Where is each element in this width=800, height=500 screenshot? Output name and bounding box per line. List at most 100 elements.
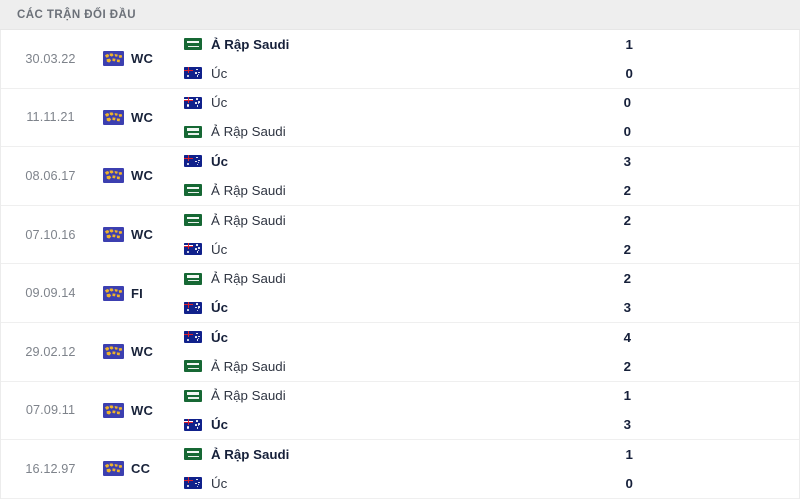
- home-score: 1: [625, 36, 633, 52]
- world-cup-icon: [103, 227, 124, 243]
- home-score-line: 1: [625, 446, 632, 462]
- away-team-line[interactable]: Úc: [184, 65, 399, 81]
- home-team-line[interactable]: Ả Rập Saudi: [184, 446, 399, 462]
- home-team-name: Ả Rập Saudi: [211, 36, 290, 52]
- competition-cell[interactable]: WC: [99, 51, 179, 67]
- flag-australia: [184, 477, 202, 490]
- teams-cell: Úc Ả Rập Saudi: [179, 153, 397, 198]
- home-score: 1: [625, 446, 633, 462]
- home-score: 1: [623, 388, 632, 404]
- home-team-line[interactable]: Úc: [184, 153, 397, 169]
- match-date: 08.06.17: [25, 168, 76, 183]
- away-score-line: 0: [625, 475, 632, 491]
- competition-label: WC: [131, 227, 154, 243]
- home-team-line[interactable]: Ả Rập Saudi: [184, 388, 397, 404]
- away-team-name: Úc: [211, 475, 228, 491]
- table-row[interactable]: 08.06.17 WC: [1, 147, 799, 206]
- away-score: 3: [623, 417, 632, 433]
- competition-cell[interactable]: WC: [99, 344, 179, 360]
- competition-cell[interactable]: FI: [99, 285, 179, 301]
- table-row[interactable]: 07.09.11 WC: [1, 381, 799, 441]
- away-score: 0: [625, 475, 633, 491]
- away-score: 2: [623, 358, 632, 374]
- teams-cell: Ả Rập Saudi Úc: [179, 446, 399, 491]
- away-team-name: Úc: [211, 241, 228, 257]
- competition-cell[interactable]: WC: [99, 109, 179, 125]
- table-row[interactable]: 09.09.14 FI: [1, 264, 799, 323]
- world-cup-icon: [103, 285, 124, 301]
- flag-saudi-arabia: [184, 38, 202, 51]
- flag-saudi-arabia: [184, 125, 202, 138]
- flag-saudi-arabia: [184, 448, 202, 461]
- competition-cell[interactable]: CC: [99, 461, 179, 477]
- flag-australia: [184, 155, 202, 168]
- home-team-name: Ả Rập Saudi: [211, 446, 290, 462]
- away-team-name: Ả Rập Saudi: [211, 358, 286, 374]
- home-score-line: 2: [624, 212, 631, 228]
- panel-header: CÁC TRẬN ĐỐI ĐẦU: [0, 0, 800, 30]
- away-score: 0: [623, 124, 632, 140]
- table-row[interactable]: 11.11.21 WC: [1, 88, 799, 148]
- home-team-line[interactable]: Ả Rập Saudi: [184, 212, 397, 228]
- world-cup-icon: [103, 402, 124, 418]
- score-cell: 1 3: [567, 388, 687, 433]
- competition-label: WC: [131, 168, 154, 184]
- flag-saudi-arabia: [184, 360, 202, 373]
- away-score-line: 0: [624, 124, 631, 140]
- world-cup-icon: [103, 461, 124, 477]
- away-team-line[interactable]: Úc: [184, 300, 397, 316]
- flag-saudi-arabia: [184, 272, 202, 285]
- away-score-line: 2: [624, 358, 631, 374]
- competition-label: WC: [131, 109, 154, 125]
- flag-australia: [184, 96, 202, 109]
- away-team-name: Úc: [211, 300, 228, 316]
- score-cell: 2 3: [567, 271, 687, 316]
- world-cup-icon: [103, 109, 124, 125]
- teams-cell: Ả Rập Saudi Úc: [179, 388, 397, 433]
- home-team-line[interactable]: Úc: [184, 95, 397, 111]
- competition-label: WC: [131, 402, 154, 418]
- table-row[interactable]: 29.02.12 WC: [1, 322, 799, 382]
- home-score: 0: [623, 95, 632, 111]
- home-score: 3: [623, 153, 632, 169]
- away-team-line[interactable]: Úc: [184, 241, 397, 257]
- home-team-line[interactable]: Úc: [184, 329, 397, 345]
- teams-cell: Ả Rập Saudi Úc: [179, 271, 397, 316]
- competition-cell[interactable]: WC: [99, 168, 179, 184]
- away-team-line[interactable]: Ả Rập Saudi: [184, 124, 397, 140]
- flag-australia: [184, 243, 202, 256]
- match-date: 11.11.21: [26, 110, 75, 125]
- world-cup-icon: [103, 51, 124, 67]
- home-score: 2: [623, 271, 632, 287]
- competition-cell[interactable]: WC: [99, 402, 179, 418]
- home-score: 2: [623, 212, 632, 228]
- competition-cell[interactable]: WC: [99, 227, 179, 243]
- table-row[interactable]: 30.03.22 WC: [1, 30, 799, 89]
- table-row[interactable]: 16.12.97 CC: [1, 440, 799, 499]
- competition-label: WC: [131, 51, 154, 67]
- away-team-line[interactable]: Úc: [184, 475, 399, 491]
- home-score-line: 3: [624, 153, 631, 169]
- home-score-line: 0: [624, 95, 631, 111]
- home-team-name: Ả Rập Saudi: [211, 388, 286, 404]
- away-score-line: 3: [624, 300, 631, 316]
- competition-label: CC: [131, 461, 151, 477]
- score-cell: 1 0: [569, 36, 689, 81]
- flag-australia: [184, 301, 202, 314]
- home-team-line[interactable]: Ả Rập Saudi: [184, 36, 399, 52]
- score-cell: 4 2: [567, 329, 687, 374]
- away-team-name: Ả Rập Saudi: [211, 124, 286, 140]
- table-row[interactable]: 07.10.16 WC: [1, 205, 799, 265]
- score-cell: 1 0: [569, 446, 689, 491]
- home-team-line[interactable]: Ả Rập Saudi: [184, 271, 397, 287]
- home-team-name: Úc: [211, 153, 228, 169]
- home-score-line: 2: [624, 271, 631, 287]
- flag-saudi-arabia: [184, 214, 202, 227]
- away-team-line[interactable]: Ả Rập Saudi: [184, 358, 397, 374]
- flag-australia: [184, 331, 202, 344]
- competition-label: WC: [131, 344, 154, 360]
- away-team-line[interactable]: Úc: [184, 417, 397, 433]
- away-team-line[interactable]: Ả Rập Saudi: [184, 182, 397, 198]
- home-score-line: 4: [624, 329, 631, 345]
